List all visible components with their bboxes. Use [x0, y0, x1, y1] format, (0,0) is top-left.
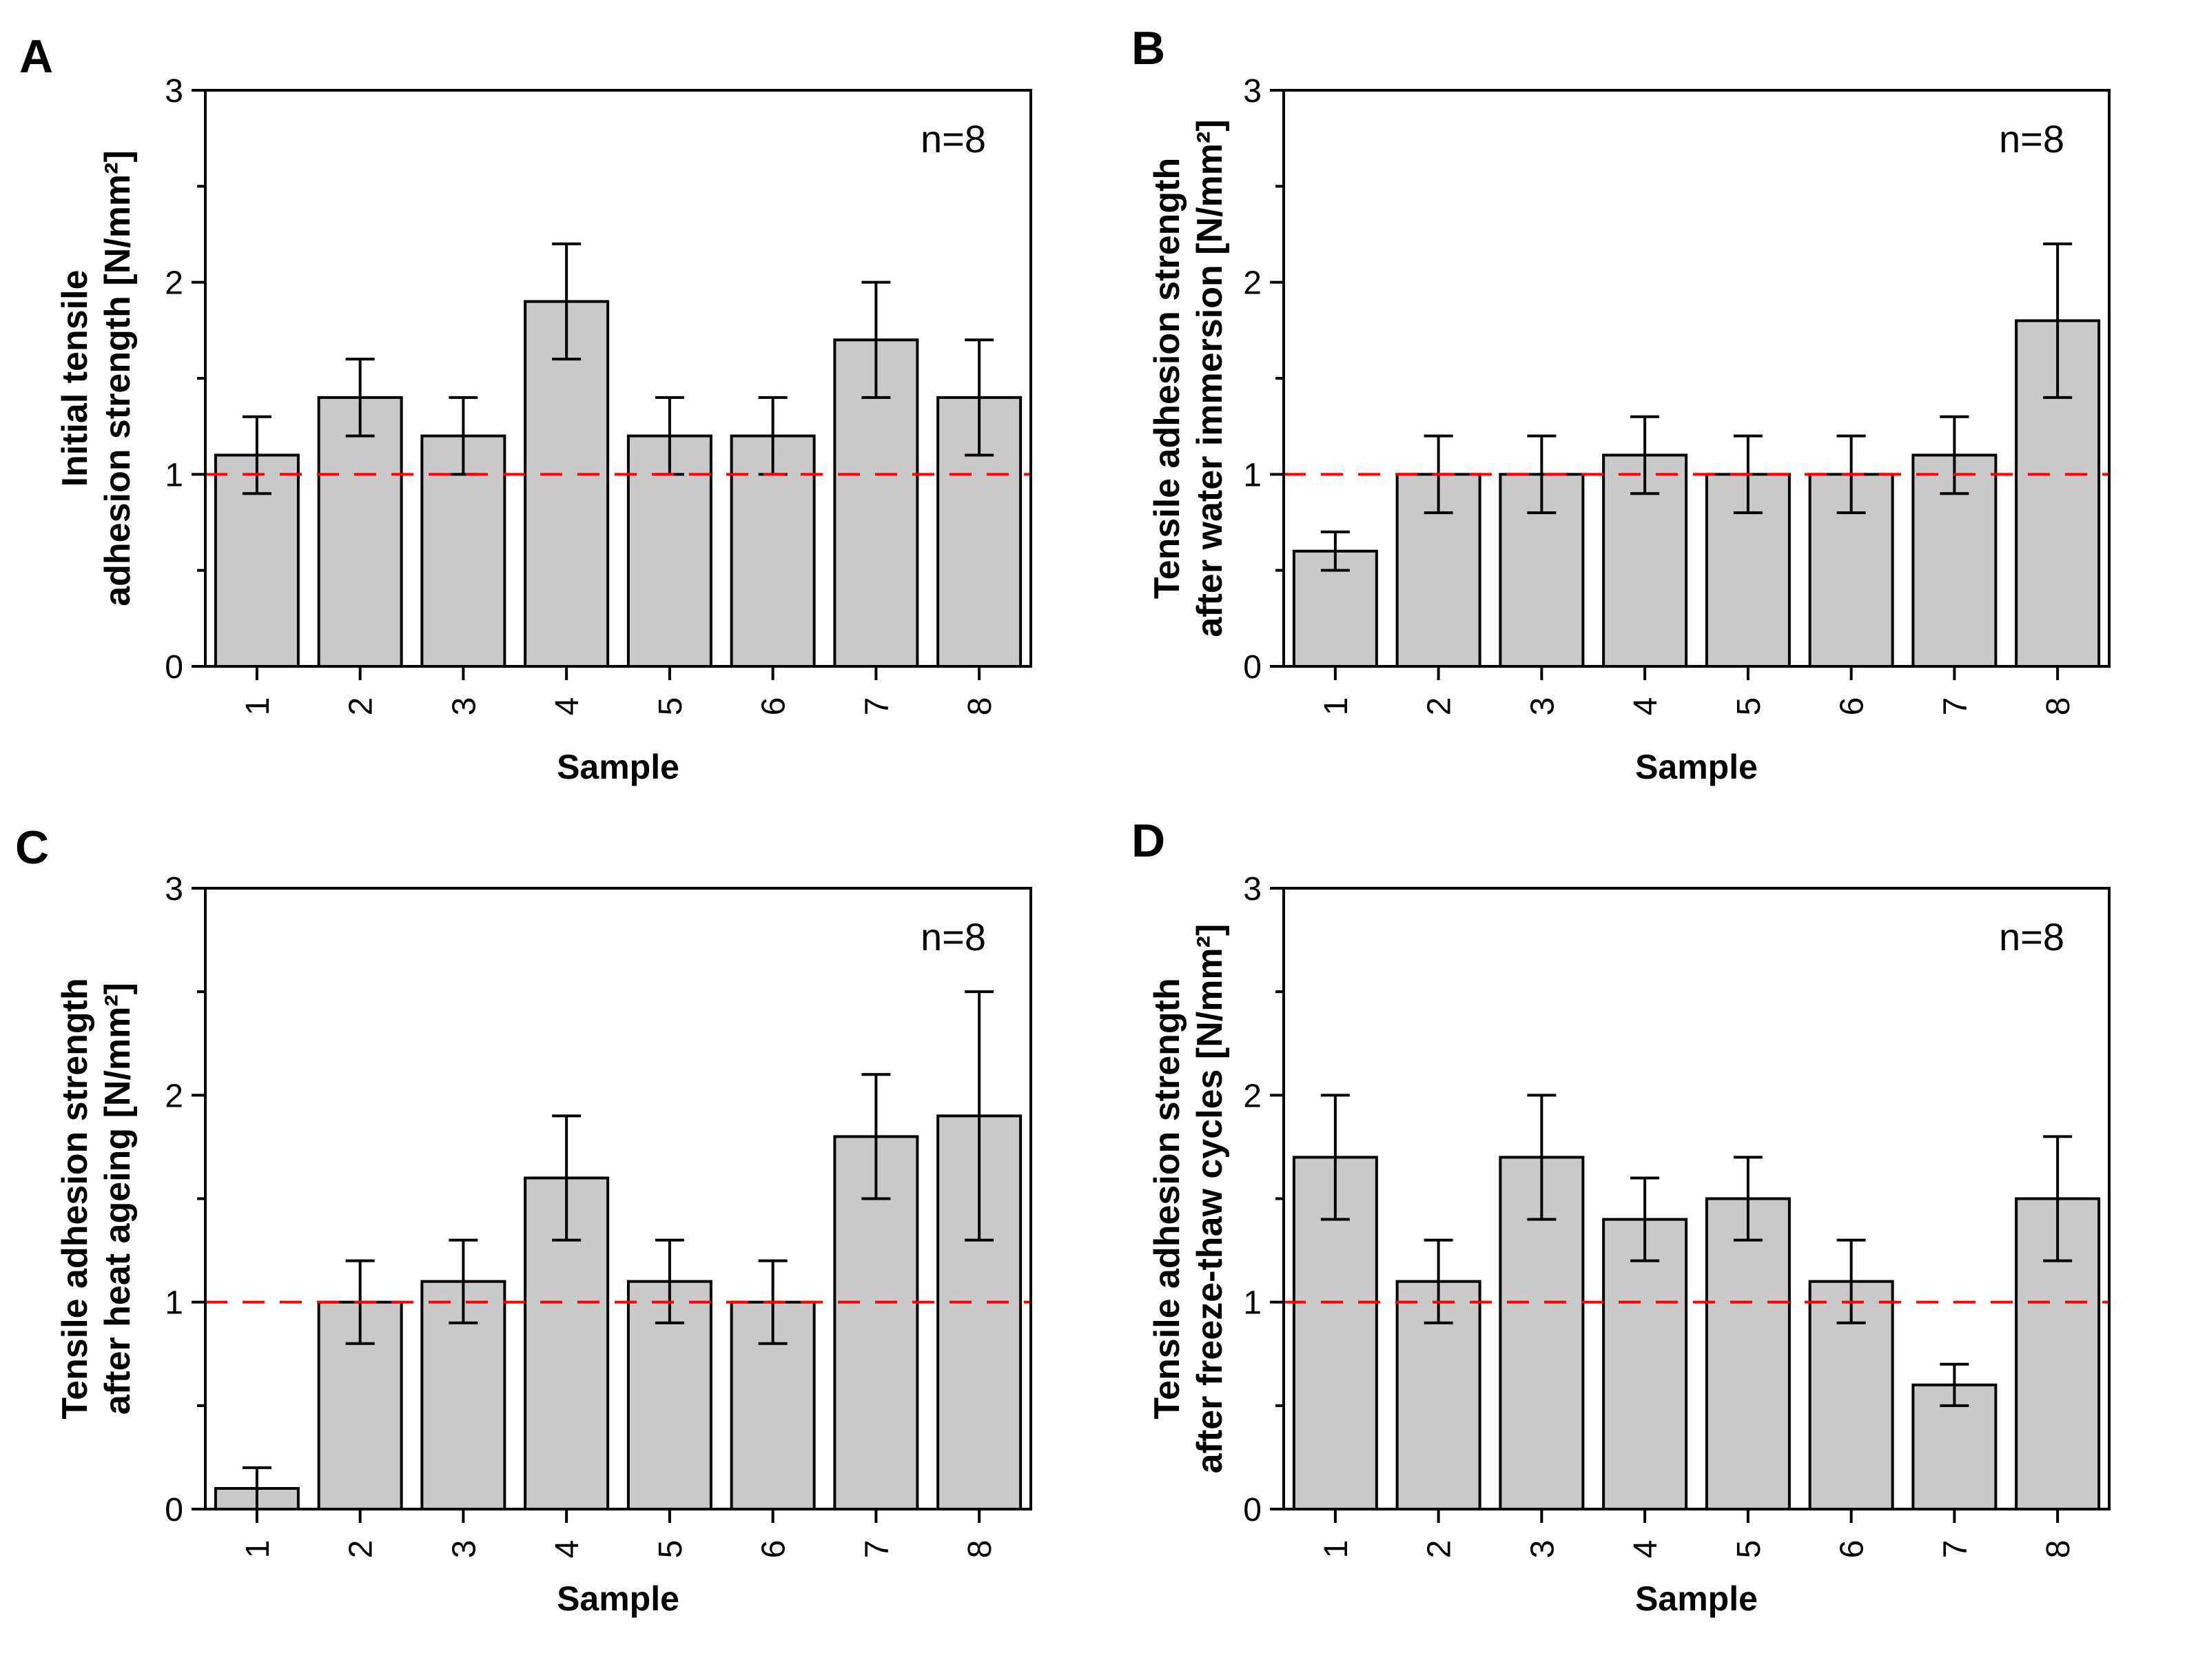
error-bar-sample-4: [1630, 1176, 1660, 1262]
error-bar-sample-8: [2043, 1135, 2073, 1262]
error-bar-sample-4: [552, 242, 582, 361]
y-tick-label: 0: [165, 649, 183, 686]
annotation-n: n=8: [921, 915, 986, 959]
x-tick-label: 7: [859, 1540, 895, 1559]
bar-chart-panel-c: 0 1 2 3 1 2 3 4 5 6 7 8 n=8 Tensile adhesion strength…: [55, 871, 1032, 1618]
x-tick-label: 2: [343, 1540, 380, 1559]
x-tick-label: 7: [1937, 697, 1973, 716]
x-axis-title: Sample: [1635, 1579, 1758, 1618]
x-tick-label: 1: [1318, 697, 1355, 716]
y-tick-label: 1: [1243, 1285, 1262, 1322]
x-tick-label: 8: [962, 1540, 998, 1559]
error-bar-sample-8: [965, 990, 994, 1242]
error-bar-sample-4: [552, 1114, 582, 1242]
x-tick-label: 8: [2040, 1540, 2077, 1559]
y-tick-label: 0: [1243, 649, 1262, 686]
error-bar-sample-8: [965, 338, 994, 457]
x-tick-label: 6: [1834, 697, 1871, 716]
x-axis-title: Sample: [1635, 748, 1758, 786]
x-tick-label: 3: [1524, 697, 1561, 716]
error-bar-sample-7: [1940, 1362, 1969, 1407]
bar-sample-2: [317, 396, 403, 668]
y-axis-title-line: Tensile adhesion strength: [1147, 978, 1187, 1419]
x-tick-label: 1: [240, 1540, 276, 1559]
error-bar-sample-3: [1527, 434, 1557, 515]
error-bar-sample-1: [1320, 1094, 1350, 1221]
error-bar-sample-2: [1424, 1238, 1453, 1324]
x-tick-label: 5: [1731, 1540, 1767, 1559]
y-tick-label: 3: [165, 73, 183, 110]
bar-sample-5: [1705, 1197, 1791, 1510]
x-tick-label: 1: [1318, 1540, 1355, 1559]
y-tick-label: 0: [165, 1492, 183, 1528]
error-bar-sample-1: [1320, 530, 1350, 572]
bar-chart-panel-b: 0 1 2 3 1 2 3 4 5 6 7 8 n=8 Tensile adhesion strength…: [1147, 73, 2111, 786]
y-tick-label: 2: [1243, 1078, 1262, 1114]
error-bar-sample-8: [2043, 242, 2073, 399]
y-axis-title-line: adhesion strength [N/mm²]: [98, 150, 138, 606]
panel-label-b: B: [1131, 22, 1166, 74]
y-tick-label: 2: [165, 265, 183, 302]
bar-chart-panel-a: 0 1 2 3 1 2 3 4 5 6 7 8 n=8 Initial tensile adhesion s…: [55, 73, 1032, 786]
error-bar-sample-7: [1940, 415, 1969, 495]
x-tick-label: 6: [756, 1540, 792, 1559]
error-bar-sample-6: [1836, 1238, 1866, 1324]
x-axis-title: Sample: [557, 748, 679, 786]
error-bar-sample-7: [861, 280, 891, 399]
error-bar-sample-5: [1733, 1156, 1763, 1242]
panel-label-d: D: [1131, 815, 1166, 867]
y-tick-label: 1: [1243, 457, 1262, 493]
x-tick-label: 6: [756, 697, 792, 716]
x-axis-title: Sample: [557, 1579, 679, 1618]
x-tick-label: 3: [446, 697, 482, 716]
y-tick-label: 0: [1243, 1492, 1262, 1528]
y-axis-title-line: after heat ageing [N/mm²]: [98, 983, 138, 1415]
error-bar-sample-7: [861, 1073, 891, 1200]
x-tick-label: 4: [549, 697, 586, 716]
x-tick-label: 8: [2040, 697, 2077, 716]
y-axis-title-line: Tensile adhesion strength: [55, 978, 95, 1419]
x-tick-label: 2: [1422, 1540, 1458, 1559]
x-tick-label: 2: [1422, 697, 1458, 716]
error-bar-sample-2: [345, 358, 375, 438]
annotation-n: n=8: [921, 117, 986, 161]
annotation-n: n=8: [1999, 915, 2064, 959]
x-tick-label: 4: [549, 1540, 586, 1559]
y-tick-label: 3: [1243, 73, 1262, 110]
error-bar-sample-4: [1630, 415, 1660, 495]
x-tick-label: 5: [653, 1540, 689, 1559]
panel-label-a: A: [19, 30, 54, 83]
x-tick-label: 2: [343, 697, 380, 716]
error-bar-sample-5: [655, 1238, 684, 1324]
y-axis-title-line: Tensile adhesion strength: [1147, 158, 1187, 599]
x-tick-label: 4: [1628, 697, 1664, 716]
x-tick-label: 6: [1834, 1540, 1871, 1559]
annotation-n: n=8: [1999, 117, 2064, 161]
y-tick-label: 3: [1243, 871, 1262, 908]
error-bar-sample-3: [449, 1238, 478, 1324]
x-tick-label: 8: [962, 697, 998, 716]
y-tick-label: 1: [165, 1285, 183, 1322]
y-axis-title-line: after freeze-thaw cycles [N/mm²]: [1190, 924, 1230, 1474]
x-tick-label: 5: [653, 697, 689, 716]
x-tick-label: 3: [1524, 1540, 1561, 1559]
y-tick-label: 3: [165, 871, 183, 908]
x-tick-label: 3: [446, 1540, 482, 1559]
bar-sample-4: [1602, 1218, 1688, 1510]
panel-label-c: C: [15, 821, 50, 874]
y-axis-title-line: Initial tensile: [55, 270, 95, 487]
x-tick-label: 4: [1628, 1540, 1664, 1559]
y-tick-label: 1: [165, 457, 183, 493]
x-tick-label: 1: [240, 697, 276, 716]
error-bar-sample-3: [1527, 1094, 1557, 1221]
x-tick-label: 7: [1937, 1540, 1973, 1559]
error-bar-sample-1: [242, 415, 271, 495]
y-tick-label: 2: [1243, 265, 1262, 302]
x-tick-label: 7: [859, 697, 895, 716]
x-tick-label: 5: [1731, 697, 1767, 716]
y-tick-label: 2: [165, 1078, 183, 1114]
y-axis-title-line: after water immersion [N/mm²]: [1190, 119, 1230, 637]
bar-chart-panel-d: 0 1 2 3 1 2 3 4 5 6 7 8 n=8 Tensile adhesion strength…: [1147, 871, 2111, 1618]
